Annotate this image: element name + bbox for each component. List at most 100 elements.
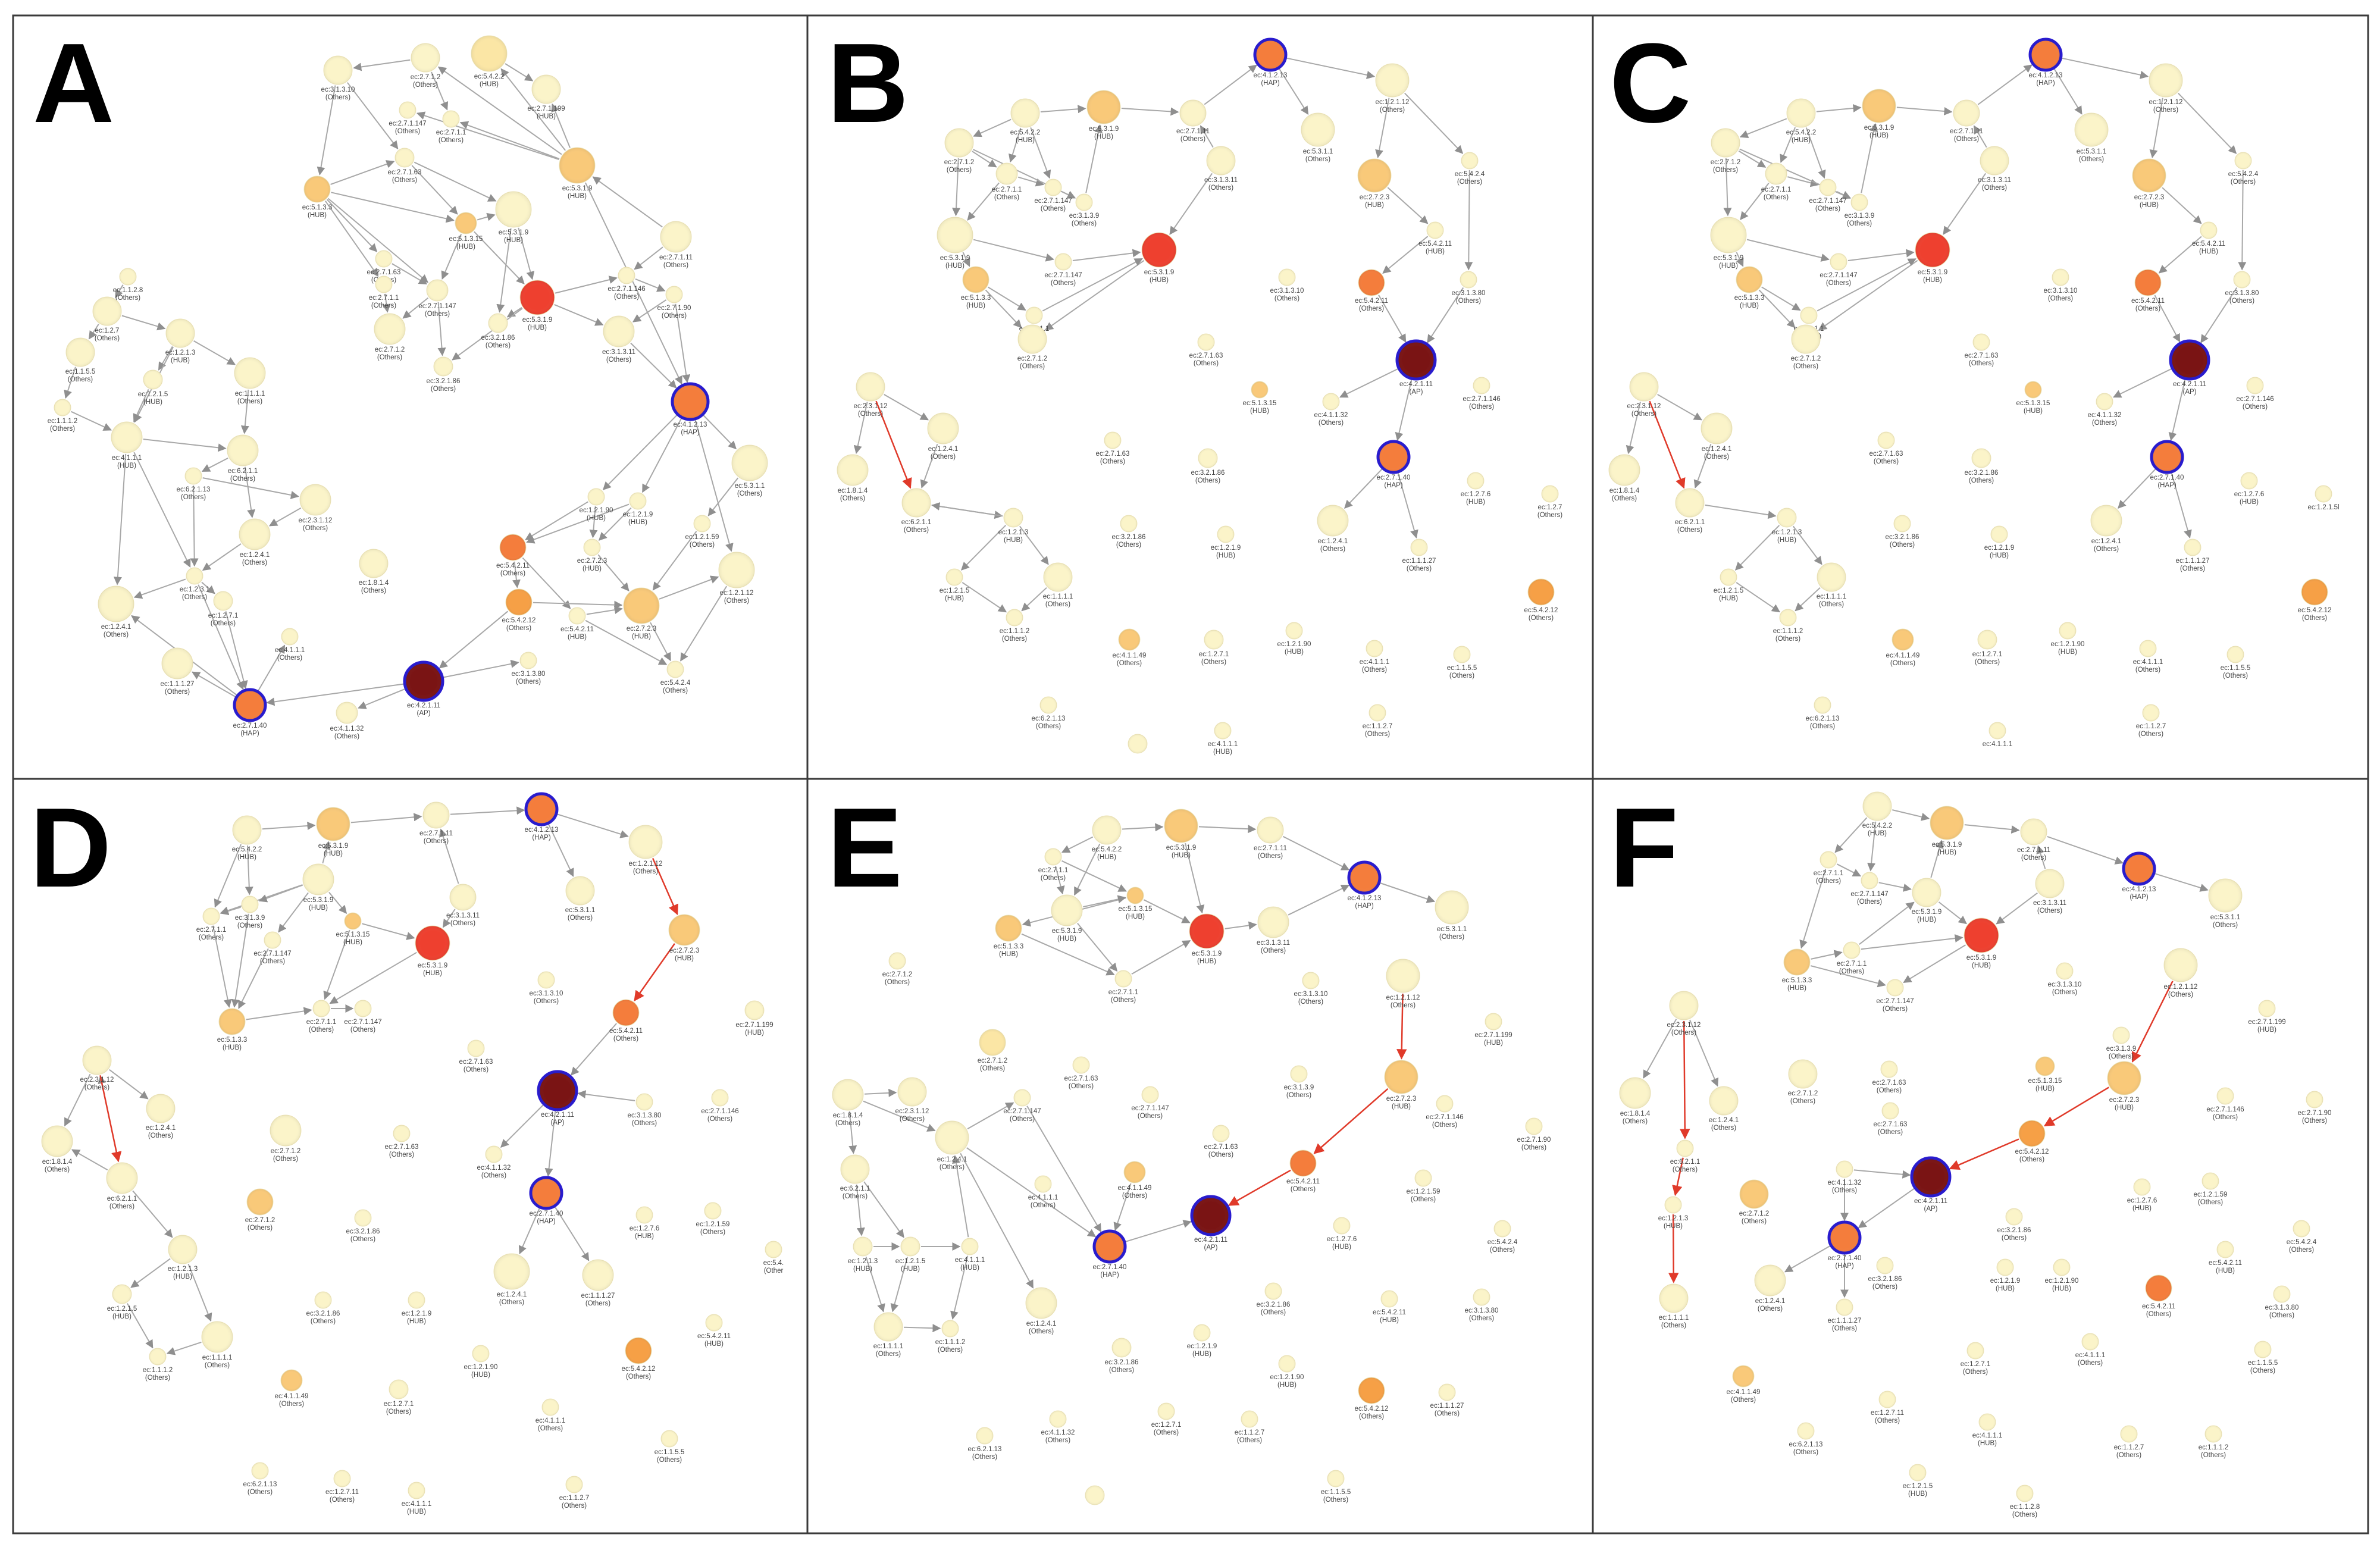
node-role-label: (Others) — [1793, 1449, 1818, 1456]
node-ec-label: ec:4.1.1.1 — [112, 455, 142, 462]
node-role-label: (Others) — [1411, 1196, 1436, 1203]
node-role-label: (Others) — [707, 1116, 732, 1123]
network-edge — [1380, 882, 1436, 903]
network-node: ec:1.2.1.5(HUB) — [107, 1284, 137, 1320]
node-role-label: (Others) — [1045, 601, 1070, 608]
path-edge-highlighted — [99, 1075, 122, 1163]
node-shading — [1879, 1391, 1896, 1408]
node-role-label: (Others) — [1320, 546, 1345, 553]
node-shading — [1711, 217, 1746, 253]
node-shading — [2134, 1179, 2150, 1195]
node-role-label: (Others) — [145, 1374, 170, 1382]
network-node: ec:5.3.1.1(Others) — [565, 876, 595, 922]
network-edge — [884, 394, 929, 421]
network-node: ec:3.1.3.9(Others) — [2106, 1026, 2136, 1060]
network-node: ec:2.7.1.199(HUB) — [735, 1000, 774, 1036]
network-edge — [1861, 934, 1964, 950]
node-shading — [704, 1202, 721, 1219]
node-ec-label: ec:3.1.3.10 — [321, 86, 355, 93]
network-node: ec:1.2.1.12(Others) — [628, 825, 663, 875]
network-edge — [634, 246, 663, 270]
node-shading — [471, 36, 507, 71]
node-role-label: (HUB) — [471, 1371, 490, 1379]
node-shading — [1207, 146, 1235, 175]
node-role-label: (Others) — [1878, 1129, 1903, 1136]
node-ec-label: ec:3.1.3.9 — [1844, 212, 1875, 220]
node-ec-label: ec:2.7.1.199 — [1474, 1032, 1512, 1039]
network-node: ec:5.4.2.11(Others) — [1355, 269, 1388, 312]
node-shading — [1291, 1066, 1307, 1082]
node-role-label: (HUB) — [2216, 1267, 2235, 1274]
node-shading — [1333, 1217, 1350, 1234]
node-shading — [2152, 441, 2182, 472]
network-edge — [1867, 821, 1877, 872]
node-role-label: (Others) — [115, 295, 140, 302]
node-shading — [2052, 269, 2069, 286]
network-node: ec:3.2.1.86(Others) — [1965, 448, 1998, 484]
node-role-label: (Others) — [1365, 731, 1390, 738]
network-node: ec:5.3.1.9(HUB) — [1051, 894, 1083, 942]
node-ec-label: ec:2.7.1.1 — [1108, 989, 1139, 996]
node-shading — [1051, 895, 1082, 926]
node-role-label: (Others) — [1975, 659, 2000, 666]
network-edge — [353, 59, 411, 71]
node-role-label: (Others) — [148, 1132, 173, 1139]
node-ec-label: ec:2.7.1.146 — [2206, 1106, 2244, 1113]
node-shading — [1127, 887, 1144, 904]
node-ec-label: ec:4.1.2.13 — [1348, 895, 1382, 902]
network-node: ec:3.1.3.80(Others) — [628, 1093, 661, 1127]
node-role-label: (HUB) — [237, 854, 256, 861]
node-ec-label: ec:5.1.3.15 — [1119, 906, 1153, 913]
panel-e-frame — [806, 778, 1594, 1535]
node-role-label: (Others) — [279, 1401, 304, 1408]
panel-f-nodes: ec:5.4.2.2(HUB)ec:5.3.1.9(HUB) ec:2.7.1.1… — [1619, 791, 2331, 1518]
node-role-label: (HUB) — [2140, 202, 2159, 209]
network-node: ec:5.3.1.9(HUB) — [1164, 809, 1198, 859]
node-ec-label: ec:1.1.2.8 — [113, 287, 143, 294]
node-ec-label: ec:3.1.3.10 — [530, 990, 563, 997]
node-shading — [486, 1146, 502, 1163]
node-ec-label: ec:1.2.1.59 — [2194, 1191, 2228, 1198]
node-shading — [566, 876, 594, 905]
network-node: ec:4.1.2.13(HAP) — [671, 382, 710, 436]
network-edge — [323, 929, 350, 1000]
node-role-label: (HUB) — [423, 970, 442, 977]
network-edge — [1811, 950, 1843, 960]
network-node: ec:5.3.1.9(HUB) — [1710, 217, 1747, 270]
node-shading — [1882, 1103, 1899, 1119]
network-edge — [187, 1263, 212, 1322]
node-role-label: (HUB) — [966, 302, 985, 309]
node-role-label: (Others) — [1305, 156, 1330, 163]
network-edge — [143, 439, 227, 452]
node-ec-label: ec:5.3.1.9 — [1144, 269, 1175, 276]
node-shading — [1861, 872, 1878, 889]
network-node: ec:2.7.1.63(Others) — [385, 1125, 418, 1158]
node-shading — [1777, 508, 1796, 527]
network-edge — [1464, 170, 1473, 271]
network-edge — [1427, 287, 1464, 343]
node-ec-label: ec:5.1.3.15 — [2028, 1078, 2062, 1085]
node-ec-label: ec:5.4.2.11 — [1286, 1178, 1320, 1185]
network-edge — [64, 1073, 91, 1127]
node-role-label: (HUB) — [1484, 1039, 1503, 1047]
node-ec-label: ec:2.7.1.147 — [344, 1019, 381, 1026]
node-ec-label: ec:5.4.2.12 — [1524, 607, 1558, 614]
network-edge — [2171, 472, 2192, 538]
node-shading — [712, 1089, 728, 1106]
network-edge — [193, 340, 236, 365]
network-edge — [890, 1257, 909, 1313]
network-node: ec:5.4.2.12(Others) — [502, 588, 536, 632]
network-node: ec:4.1.1.1(HUB) — [402, 1482, 431, 1515]
node-role-label: (Others) — [2269, 1312, 2294, 1319]
node-shading — [995, 915, 1022, 941]
node-role-label: (HUB) — [1057, 935, 1076, 942]
node-shading — [1930, 806, 1964, 840]
network-node: ec:6.2.1.13(Others) — [1806, 696, 1839, 730]
network-edge — [1746, 239, 1830, 262]
network-node: ec:1.2.1.3(HUB) — [1772, 508, 1802, 544]
network-edge — [1387, 187, 1429, 224]
network-node: ec:2.7.1.147(Others) — [1003, 1089, 1041, 1123]
network-node: ec:2.7.1.63(Others) — [1872, 1060, 1906, 1094]
network-edge — [198, 584, 245, 690]
node-shading — [1011, 99, 1039, 127]
